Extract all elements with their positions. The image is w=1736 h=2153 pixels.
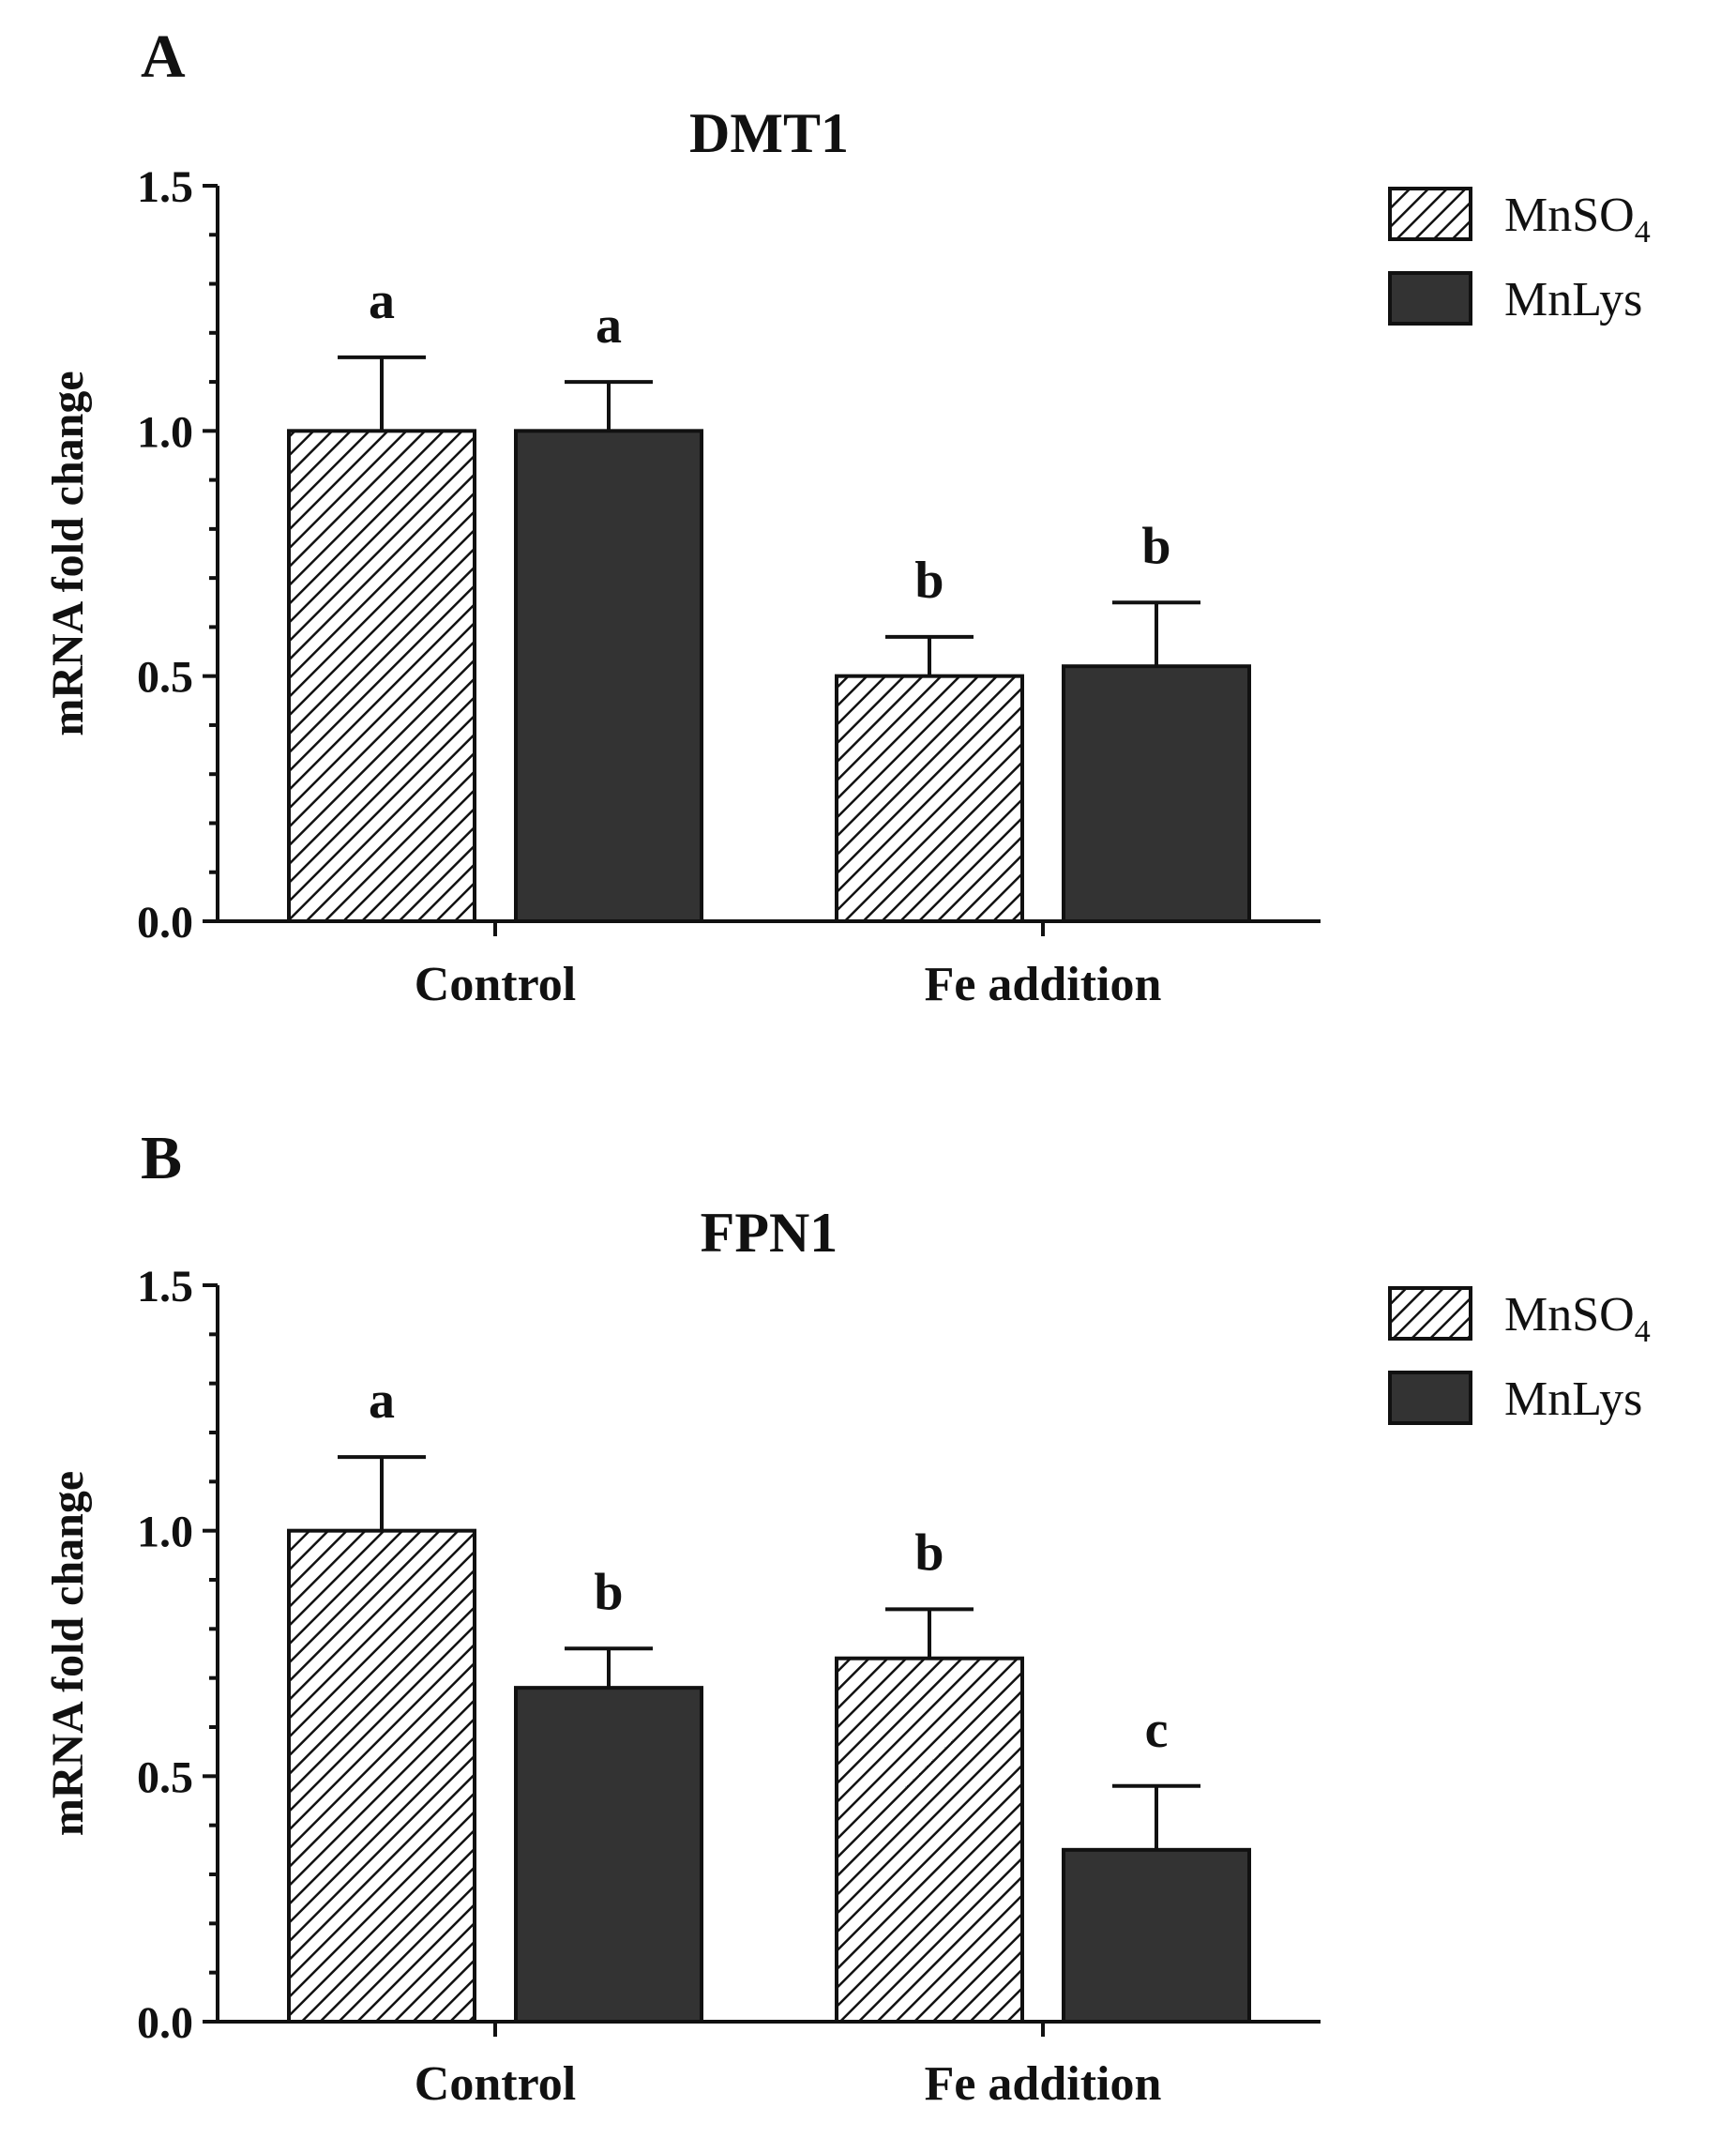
significance-letter: c xyxy=(1145,1701,1169,1759)
y-tick-label: 0.5 xyxy=(137,1752,193,1802)
x-category-label: Fe addition xyxy=(925,2057,1162,2111)
chart-panel-b: B FPN1 0.0 0.5 1.0 1.5 mRNA fold change Control… xyxy=(43,1124,1651,2111)
legend-swatch-mnlys xyxy=(1388,1371,1472,1425)
bar-mnlys-fe-addition xyxy=(1062,1847,1251,2024)
legend: MnSO4 MnLys xyxy=(1388,187,1651,326)
legend-label-mnso4: MnSO4 xyxy=(1504,189,1651,250)
significance-letter: b xyxy=(914,552,943,610)
legend: MnSO4 MnLys xyxy=(1388,1286,1651,1426)
panel-letter: B xyxy=(141,1124,182,1192)
y-tick-label: 1.5 xyxy=(137,1262,193,1312)
bar-mnso4-control xyxy=(287,429,476,924)
significance-letter: b xyxy=(594,1563,623,1621)
significance-letter: a xyxy=(369,1372,395,1430)
legend-subscript: 4 xyxy=(1635,1314,1651,1349)
bar-mnlys-control xyxy=(514,1686,703,2024)
y-tick-label: 0.0 xyxy=(137,1998,193,2048)
significance-letter: b xyxy=(1141,517,1170,575)
bar-mnlys-fe-addition xyxy=(1062,664,1251,923)
panels: A DMT1 0.0 0.5 1.0 1.5 mRNA fold change Control… xyxy=(43,23,1651,2111)
y-tick-label: 1.0 xyxy=(137,1508,193,1557)
chart-panel-a: A DMT1 0.0 0.5 1.0 1.5 mRNA fold change Control… xyxy=(43,23,1651,1011)
bar-mnso4-control xyxy=(287,1528,476,2024)
chart-title: DMT1 xyxy=(689,102,849,164)
legend-swatch-mnso4 xyxy=(1388,1286,1472,1341)
y-tick-label: 0.5 xyxy=(137,653,193,703)
legend-swatch-mnso4 xyxy=(1388,187,1472,241)
bar-mnlys-control xyxy=(514,429,703,924)
legend-label-mnlys: MnLys xyxy=(1504,1372,1642,1426)
y-axis-title: mRNA fold change xyxy=(43,371,93,735)
legend-label-mnso4: MnSO4 xyxy=(1504,1288,1651,1349)
bar-mnso4-fe-addition xyxy=(835,1656,1024,2024)
y-tick-label: 1.0 xyxy=(137,407,193,457)
x-category-label: Control xyxy=(415,2057,576,2111)
y-tick-label: 1.5 xyxy=(137,162,193,212)
chart-title: FPN1 xyxy=(701,1202,838,1264)
y-axis-title: mRNA fold change xyxy=(43,1471,93,1836)
x-category-label: Control xyxy=(415,958,576,1011)
legend-swatch-mnlys xyxy=(1388,271,1472,326)
significance-letter: b xyxy=(914,1524,943,1582)
legend-subscript: 4 xyxy=(1635,215,1651,250)
significance-letter: a xyxy=(369,272,395,330)
legend-label-mnlys: MnLys xyxy=(1504,273,1642,326)
panel-letter: A xyxy=(141,23,186,91)
significance-letter: a xyxy=(596,296,622,355)
y-tick-label: 0.0 xyxy=(137,898,193,948)
bar-mnso4-fe-addition xyxy=(835,674,1024,924)
x-category-label: Fe addition xyxy=(925,958,1162,1011)
